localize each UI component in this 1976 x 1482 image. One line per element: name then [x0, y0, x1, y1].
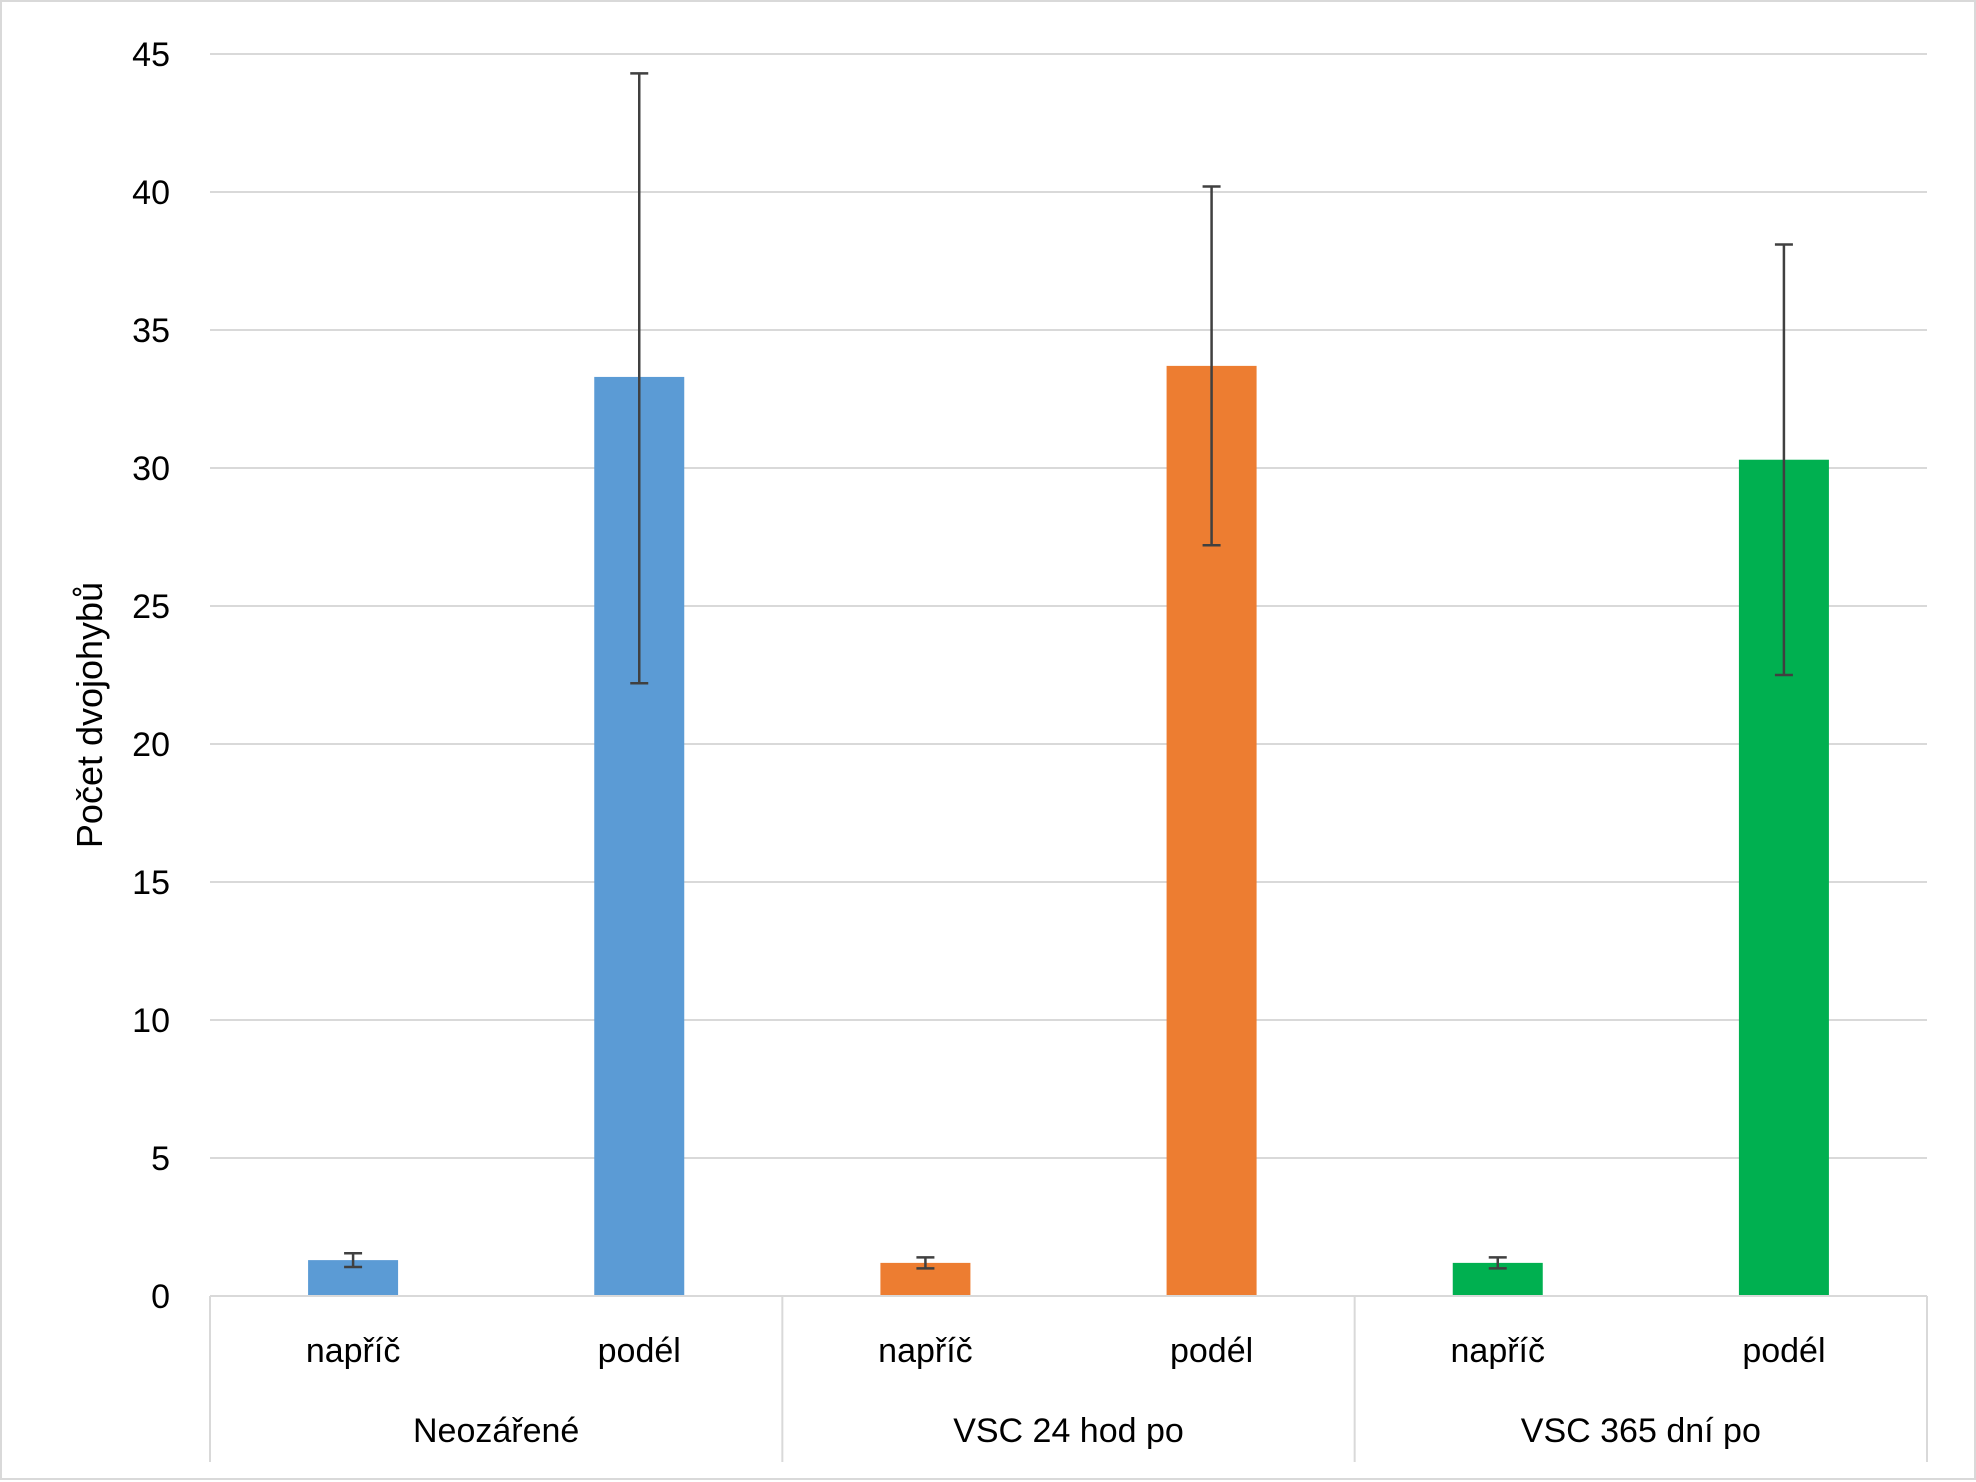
- category-label-6: podél: [1742, 1332, 1825, 1370]
- group-label-1: Neozářené: [413, 1412, 579, 1450]
- bars: [308, 365, 1829, 1297]
- labels: 0 5 10 15 20 25 30 35 40 45 napříč podél napříč podél…: [132, 36, 1825, 1450]
- axes: [209, 1295, 1928, 1462]
- group-label-2: VSC 24 hod po: [953, 1412, 1184, 1450]
- y-tick-label-30: 30: [132, 450, 170, 488]
- error-bars: [344, 72, 1793, 1270]
- y-tick-label-20: 20: [132, 726, 170, 764]
- gridlines: [210, 53, 1927, 1159]
- category-label-2: podél: [598, 1332, 681, 1370]
- category-label-5: napříč: [1451, 1332, 1546, 1370]
- category-label-1: napříč: [306, 1332, 401, 1370]
- y-tick-label-15: 15: [132, 864, 170, 902]
- y-tick-label-10: 10: [132, 1002, 170, 1040]
- y-tick-label-40: 40: [132, 174, 170, 212]
- y-axis-title: Počet dvojohybů: [69, 582, 110, 848]
- y-tick-label-25: 25: [132, 588, 170, 626]
- y-tick-label-35: 35: [132, 312, 170, 350]
- y-tick-label-0: 0: [151, 1278, 170, 1316]
- group-label-3: VSC 365 dní po: [1521, 1412, 1761, 1450]
- category-label-3: napříč: [878, 1332, 973, 1370]
- y-tick-label-5: 5: [151, 1140, 170, 1178]
- category-label-4: podél: [1170, 1332, 1253, 1370]
- y-tick-label-45: 45: [132, 36, 170, 74]
